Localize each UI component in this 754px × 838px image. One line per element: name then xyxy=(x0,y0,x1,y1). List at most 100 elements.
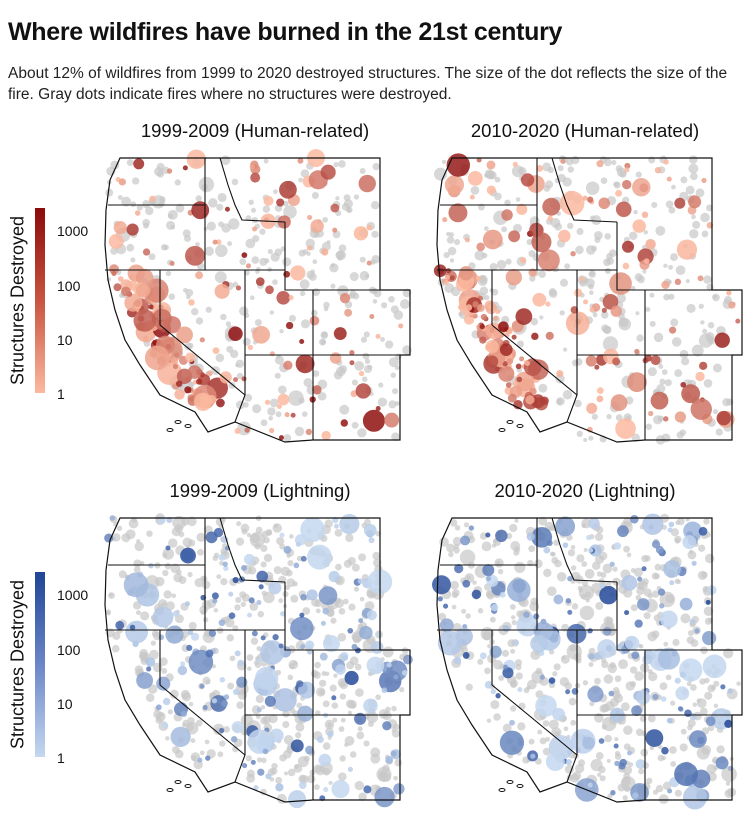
fire-dot-no-structures xyxy=(670,318,679,327)
fire-dot-structures-destroyed xyxy=(446,153,470,177)
fire-dot-no-structures xyxy=(663,263,668,268)
legend-human: 1000 100 10 1 Structures Destroyed xyxy=(0,208,100,408)
fire-dot-no-structures xyxy=(218,221,225,228)
fire-dot-no-structures xyxy=(195,317,204,325)
fire-dot-structures-destroyed xyxy=(558,229,571,243)
fire-dot-structures-destroyed xyxy=(382,721,392,731)
fire-dot-no-structures xyxy=(459,549,476,565)
fire-dot-no-structures xyxy=(215,244,228,258)
island-outline xyxy=(516,424,524,428)
fire-dot-structures-destroyed xyxy=(684,709,692,718)
island-outline xyxy=(498,788,506,792)
fire-dot-no-structures xyxy=(602,336,619,352)
fire-dot-no-structures xyxy=(656,384,666,394)
fire-dot-no-structures xyxy=(675,265,686,276)
fire-dot-structures-destroyed xyxy=(149,195,156,203)
fire-dot-structures-destroyed xyxy=(587,686,604,703)
fire-dot-structures-destroyed xyxy=(218,553,226,561)
fire-dot-no-structures xyxy=(612,686,620,694)
fire-dot-no-structures xyxy=(261,757,267,764)
fire-dot-no-structures xyxy=(377,397,388,407)
fire-dot-structures-destroyed xyxy=(113,283,122,292)
fire-dot-no-structures xyxy=(117,194,123,200)
fire-dot-no-structures xyxy=(202,676,211,685)
fire-dot-structures-destroyed xyxy=(631,705,642,717)
fire-dot-no-structures xyxy=(488,171,497,180)
fire-dot-no-structures xyxy=(654,573,660,580)
fire-dot-structures-destroyed xyxy=(218,619,226,627)
fire-dot-no-structures xyxy=(574,358,583,366)
fire-dot-no-structures xyxy=(642,269,647,274)
fire-dot-no-structures xyxy=(136,204,143,211)
fire-dot-no-structures xyxy=(598,765,606,774)
island-outline xyxy=(174,780,182,784)
fire-dot-no-structures xyxy=(594,677,601,685)
fire-dot-structures-destroyed xyxy=(199,337,205,343)
fire-dot-structures-destroyed xyxy=(552,707,566,721)
fire-dot-structures-destroyed xyxy=(480,313,488,321)
fire-dot-structures-destroyed xyxy=(247,344,254,351)
state-border xyxy=(234,270,246,423)
fire-dot-no-structures xyxy=(635,311,640,316)
fire-dot-structures-destroyed xyxy=(660,610,678,629)
fire-dot-structures-destroyed xyxy=(583,299,589,305)
fire-dot-no-structures xyxy=(549,551,555,557)
fire-dot-structures-destroyed xyxy=(366,656,385,675)
fire-dot-structures-destroyed xyxy=(165,625,184,644)
fire-dot-no-structures xyxy=(242,401,249,408)
fire-dot-no-structures xyxy=(514,659,523,667)
fire-dot-structures-destroyed xyxy=(368,537,375,544)
fire-dot-no-structures xyxy=(367,721,374,727)
fire-dot-no-structures xyxy=(686,303,696,314)
fire-dot-no-structures xyxy=(247,666,252,671)
fire-dot-no-structures xyxy=(345,533,354,543)
fire-dot-no-structures xyxy=(105,188,114,197)
fire-dot-structures-destroyed xyxy=(716,410,731,426)
fire-dot-structures-destroyed xyxy=(570,306,579,314)
fire-dot-structures-destroyed xyxy=(679,597,693,611)
fire-dot-structures-destroyed xyxy=(472,301,479,308)
fire-dot-structures-destroyed xyxy=(307,214,313,220)
fire-dot-no-structures xyxy=(575,245,584,255)
fire-dot-structures-destroyed xyxy=(631,651,640,660)
fire-dot-no-structures xyxy=(689,229,699,239)
fire-dot-no-structures xyxy=(623,785,631,792)
fire-dot-no-structures xyxy=(275,411,282,418)
fire-dot-no-structures xyxy=(335,196,340,201)
fire-dot-structures-destroyed xyxy=(288,790,307,809)
fire-dot-structures-destroyed xyxy=(329,352,342,364)
fire-dot-no-structures xyxy=(354,663,362,671)
fire-dot-no-structures xyxy=(167,709,173,715)
fire-dot-no-structures xyxy=(159,657,168,666)
fire-dot-no-structures xyxy=(372,162,380,171)
fire-dot-no-structures xyxy=(338,772,347,781)
fire-dot-no-structures xyxy=(618,317,629,328)
fire-dot-no-structures xyxy=(260,544,268,552)
fire-dot-structures-destroyed xyxy=(726,290,732,296)
structure-dots xyxy=(108,149,404,441)
fire-dot-structures-destroyed xyxy=(596,395,604,403)
fire-dot-structures-destroyed xyxy=(458,266,474,281)
fire-dot-no-structures xyxy=(287,559,294,567)
structure-dots xyxy=(104,513,413,809)
fire-dot-no-structures xyxy=(600,177,608,184)
fire-dot-no-structures xyxy=(606,252,613,260)
fire-dot-no-structures xyxy=(688,163,699,174)
fire-dot-structures-destroyed xyxy=(609,561,615,567)
fire-dot-no-structures xyxy=(668,293,675,300)
fire-dot-no-structures xyxy=(604,734,612,743)
fire-dot-no-structures xyxy=(560,278,569,287)
fire-dot-no-structures xyxy=(687,719,696,728)
fire-dot-structures-destroyed xyxy=(463,314,475,325)
fire-dot-structures-destroyed xyxy=(172,610,180,618)
fire-dot-structures-destroyed xyxy=(520,173,535,187)
western-us-outline xyxy=(104,517,411,803)
fire-dot-no-structures xyxy=(381,302,388,309)
fire-dot-structures-destroyed xyxy=(498,321,509,332)
fire-dot-no-structures xyxy=(568,697,577,706)
fire-dot-no-structures xyxy=(354,360,365,371)
fire-dot-no-structures xyxy=(698,333,714,348)
fire-dot-no-structures xyxy=(510,705,517,712)
fire-dot-no-structures xyxy=(329,684,337,692)
fire-dot-structures-destroyed xyxy=(366,260,372,266)
